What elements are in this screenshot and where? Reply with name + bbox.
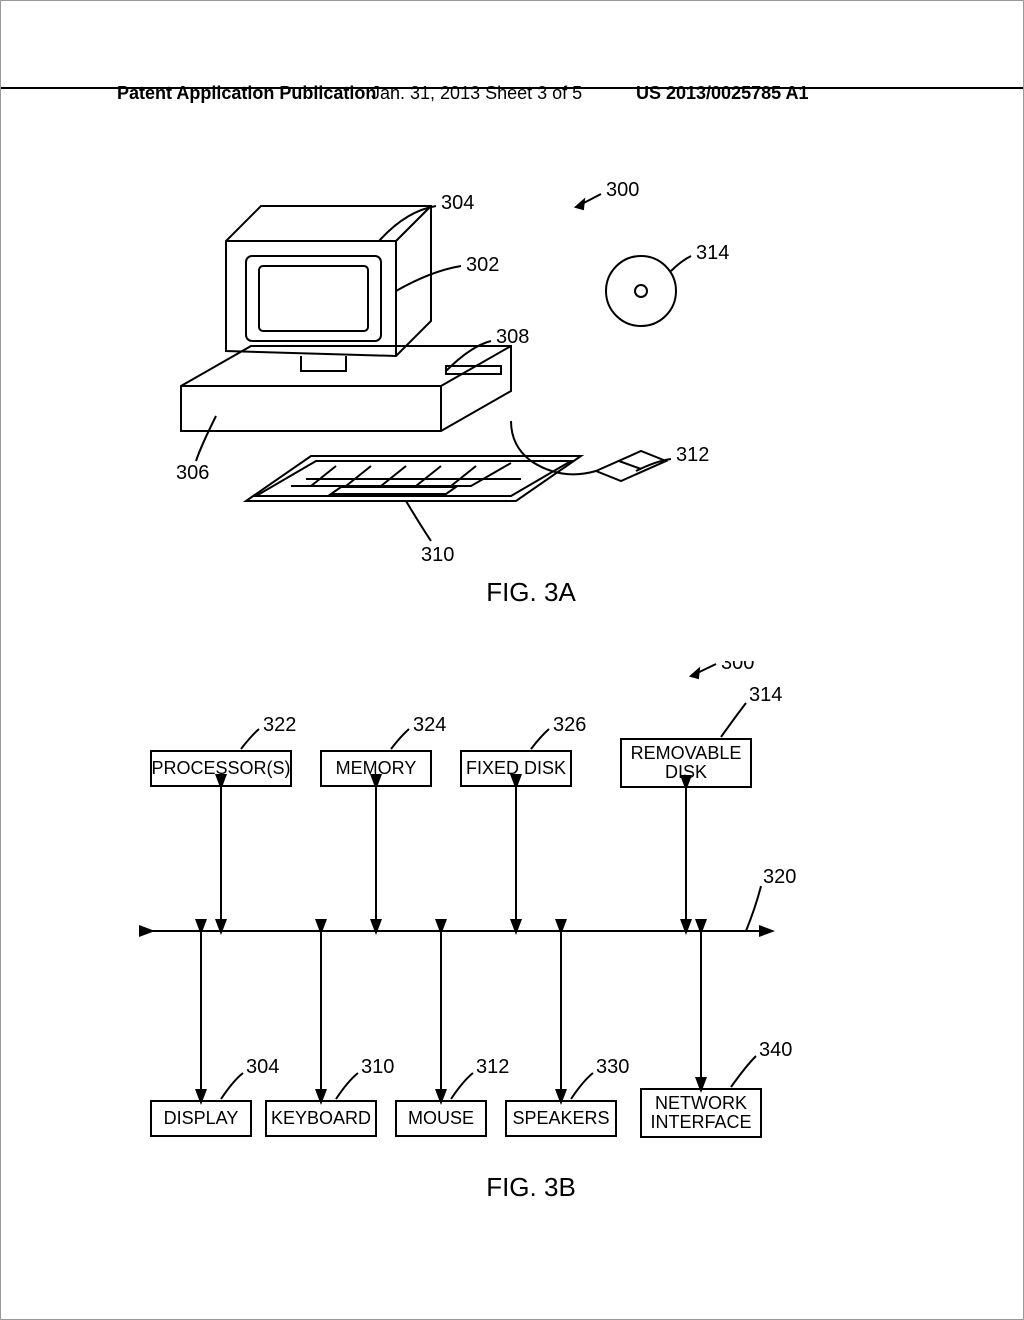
ref-302: 302 (466, 254, 499, 276)
ref-300: 300 (606, 179, 639, 201)
box-speakers: SPEAKERS (512, 1108, 609, 1128)
patent-page: Patent Application Publication Jan. 31, … (0, 0, 1024, 1320)
ref-330: 330 (596, 1056, 629, 1078)
box-keyboard: KEYBOARD (271, 1108, 371, 1128)
box-removable-2: DISK (665, 762, 707, 782)
ref-310b: 310 (361, 1056, 394, 1078)
ref-304: 304 (441, 192, 474, 214)
box-processors: PROCESSOR(S) (151, 758, 290, 778)
box-network-1: NETWORK (655, 1093, 747, 1113)
ref-308: 308 (496, 326, 529, 348)
ref-314b: 314 (749, 684, 782, 706)
box-memory: MEMORY (336, 758, 417, 778)
fig3b-title: FIG. 3B (486, 1172, 576, 1202)
ref-312: 312 (676, 444, 709, 466)
ref-322: 322 (263, 714, 296, 736)
header-left: Patent Application Publication (117, 83, 376, 104)
ref-324: 324 (413, 714, 446, 736)
fig3a-title: FIG. 3A (486, 577, 576, 607)
ref-340: 340 (759, 1039, 792, 1061)
box-display: DISPLAY (164, 1108, 239, 1128)
box-network-2: INTERFACE (650, 1112, 751, 1132)
box-removable-1: REMOVABLE (631, 743, 742, 763)
ref-306: 306 (176, 462, 209, 484)
ref-314: 314 (696, 242, 729, 264)
ref-312b: 312 (476, 1056, 509, 1078)
fig-3a: 300 304 302 308 306 310 312 314 FIG. 3A (1, 161, 1024, 621)
header-mid: Jan. 31, 2013 Sheet 3 of 5 (371, 83, 582, 104)
ref-320: 320 (763, 866, 796, 888)
ref-326: 326 (553, 714, 586, 736)
box-fixed-disk: FIXED DISK (466, 758, 566, 778)
ref-304b: 304 (246, 1056, 279, 1078)
ref-310: 310 (421, 544, 454, 566)
header-right: US 2013/0025785 A1 (636, 83, 808, 104)
fig-3b: PROCESSOR(S) MEMORY FIXED DISK REMOVABLE… (1, 661, 1024, 1221)
page-header: Patent Application Publication Jan. 31, … (1, 83, 1023, 89)
ref-300b: 300 (721, 661, 754, 674)
box-mouse: MOUSE (408, 1108, 474, 1128)
